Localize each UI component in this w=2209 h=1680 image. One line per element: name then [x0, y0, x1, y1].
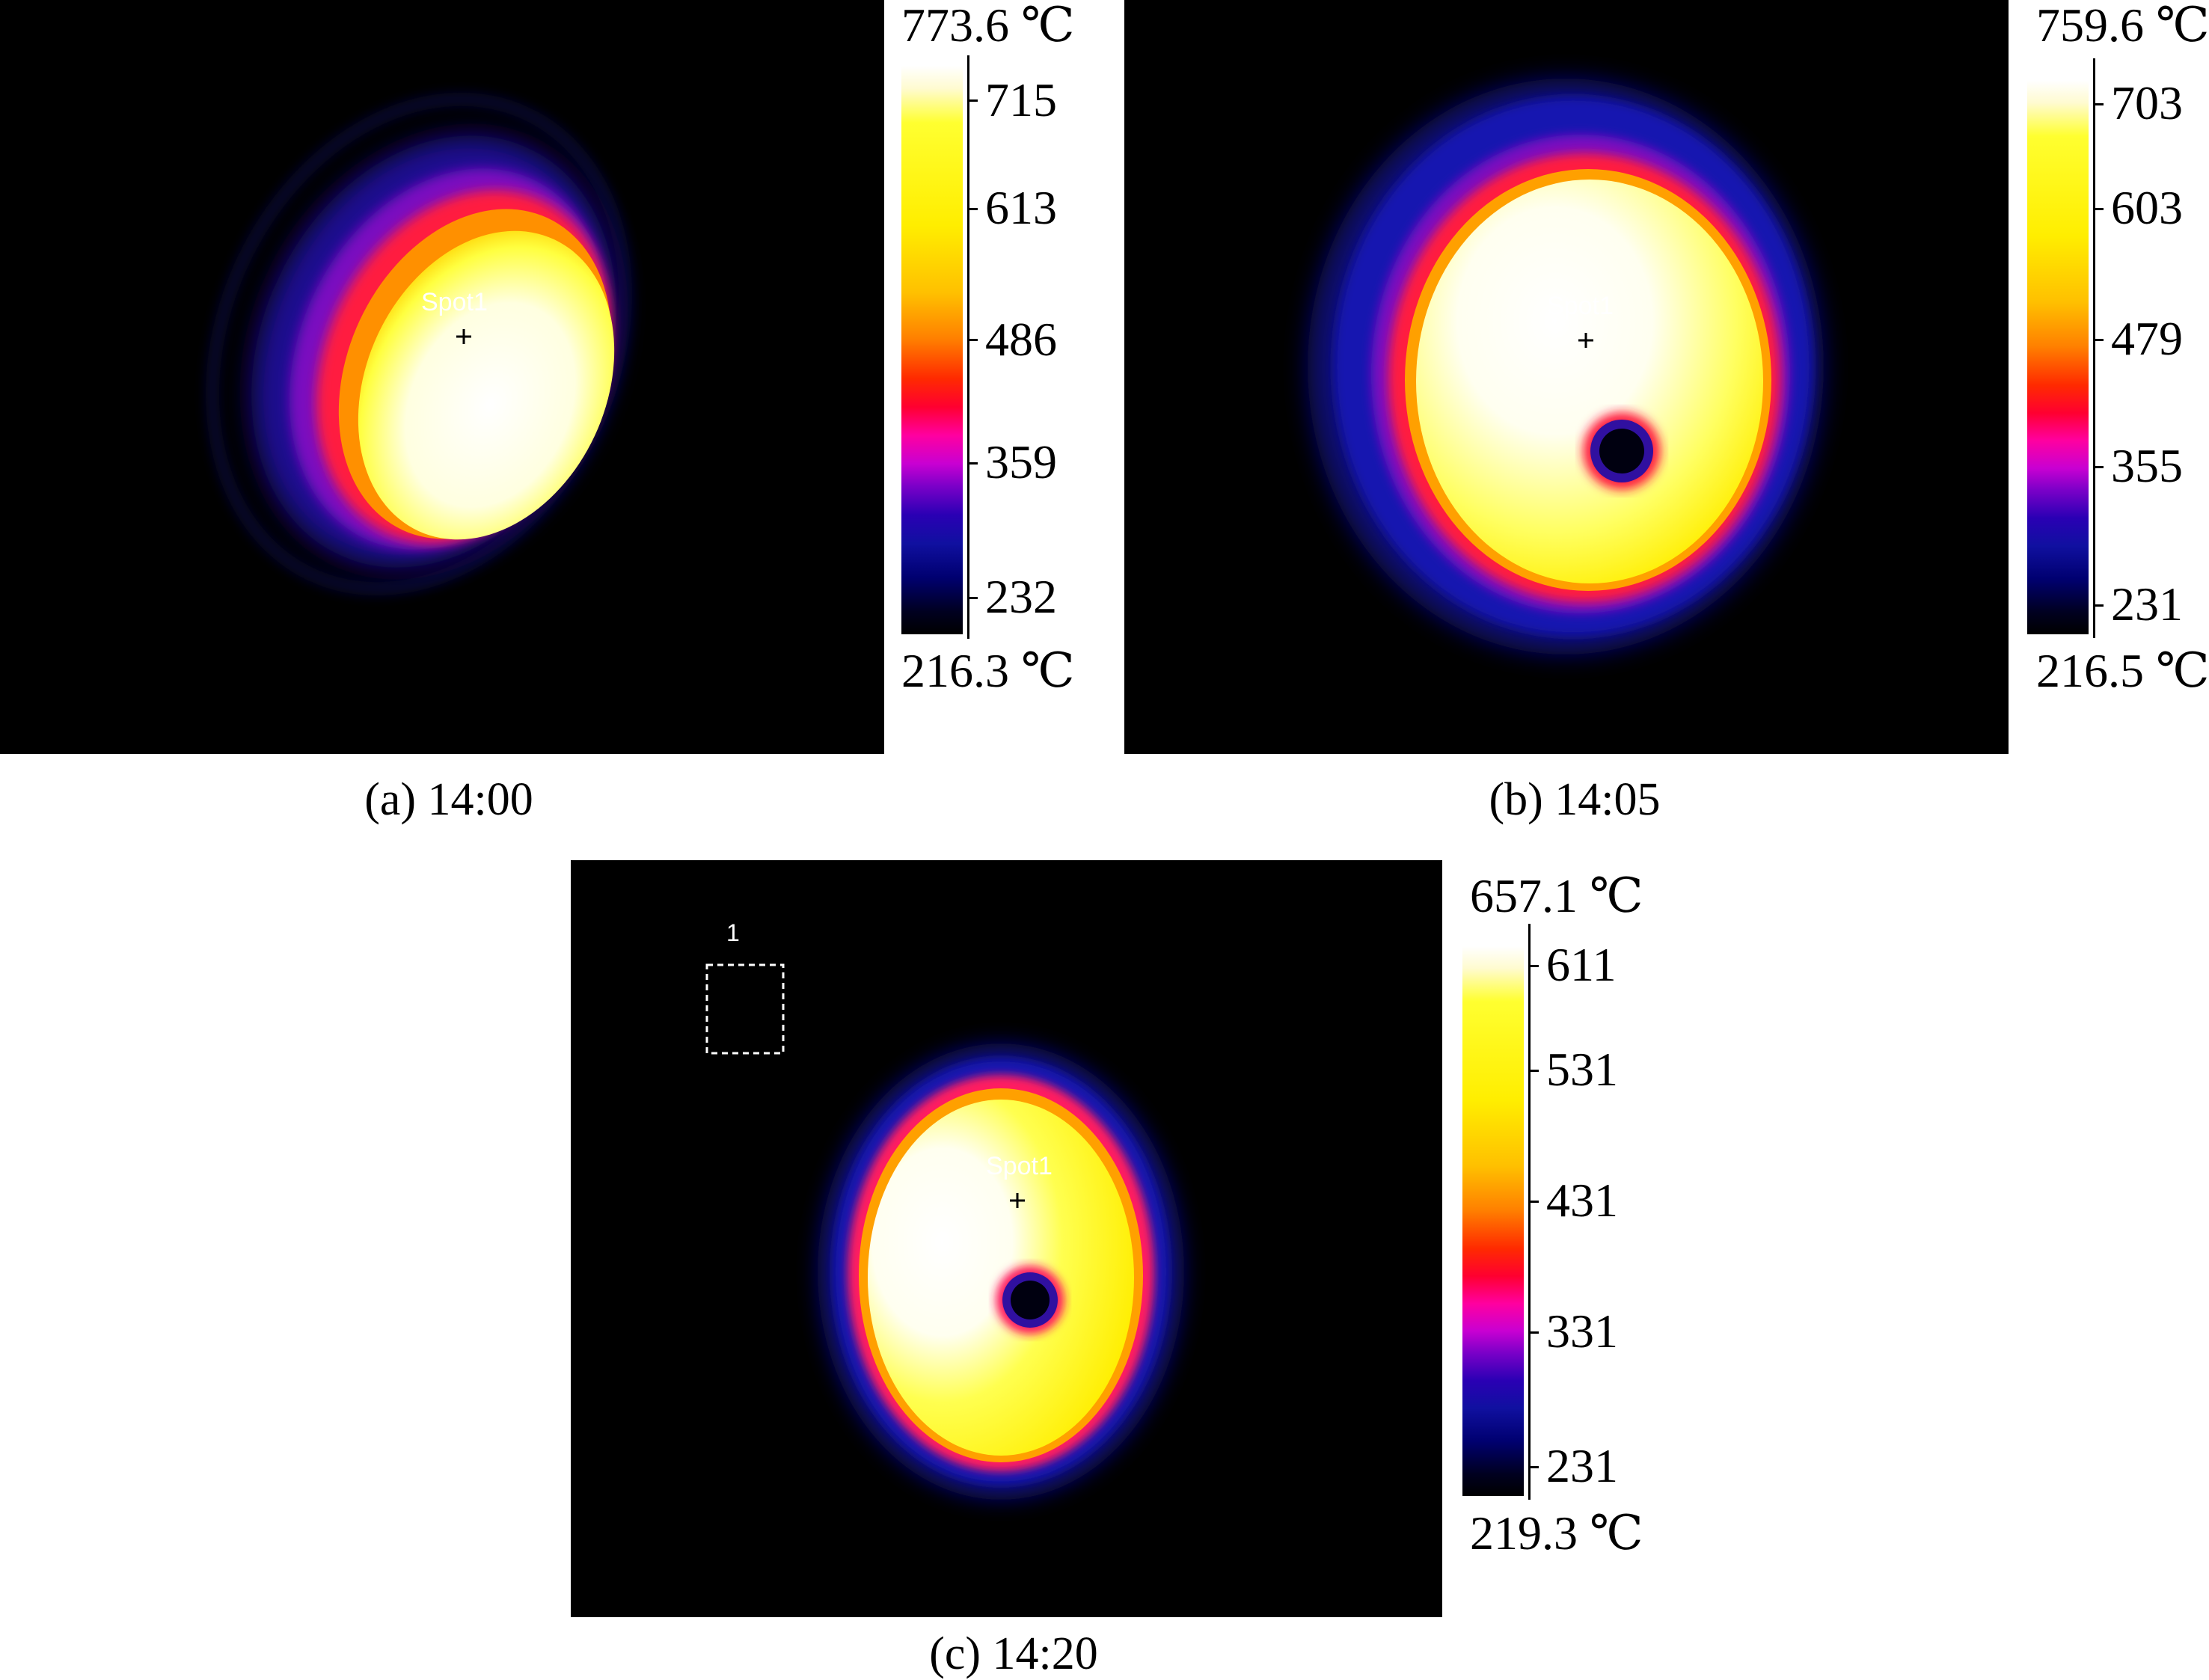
scale-tick-c-4: 331 — [1546, 1305, 1618, 1358]
scale-max-label-c: 657.1 ℃ — [1470, 869, 1643, 922]
spot1-label-a: Spot1 — [421, 288, 488, 316]
thermal-image-a: Spot1 — [0, 0, 884, 754]
cold-spot-b — [1583, 412, 1661, 490]
thermal-scene-c: 1 Spot1 — [705, 919, 1184, 1500]
scale-min-label-c: 219.3 ℃ — [1470, 1506, 1643, 1560]
scale-tick-c-5: 231 — [1546, 1439, 1618, 1492]
scale-tick-c-2: 531 — [1546, 1043, 1618, 1096]
spot1-marker-b: Spot1 — [1547, 292, 1614, 348]
scale-tick-b-3: 479 — [2111, 312, 2183, 365]
roi-box-1: 1 — [705, 919, 785, 1055]
scale-tick-a-4: 359 — [985, 435, 1057, 488]
scale-tick-a-3: 486 — [985, 313, 1057, 366]
scale-tick-c-1: 611 — [1546, 938, 1617, 991]
scale-tick-a-5: 232 — [985, 570, 1057, 623]
scale-max-label-b: 759.6 ℃ — [2036, 0, 2209, 52]
spot1-label-c: Spot1 — [986, 1152, 1053, 1180]
scale-min-label-b: 216.5 ℃ — [2036, 644, 2209, 697]
thermal-scene-b: Spot1 — [1308, 79, 1824, 654]
caption-b: (b) 14:05 — [1489, 774, 1661, 825]
caption-a: (a) 14:00 — [364, 774, 533, 825]
thermal-image-b: Spot1 — [1124, 0, 2009, 754]
scale-min-label-a: 216.3 ℃ — [901, 644, 1075, 697]
scale-tick-a-1: 715 — [985, 73, 1057, 126]
scale-tick-b-2: 603 — [2111, 181, 2183, 234]
spot1-label-b: Spot1 — [1547, 292, 1614, 320]
roi-label-1: 1 — [726, 919, 740, 946]
spot1-marker-c: Spot1 — [986, 1152, 1053, 1208]
scale-tick-b-1: 703 — [2111, 76, 2183, 129]
scale-tick-b-5: 231 — [2111, 577, 2183, 631]
caption-c: (c) 14:20 — [929, 1628, 1098, 1679]
scale-tick-a-2: 613 — [985, 181, 1057, 234]
scale-max-label-a: 773.6 ℃ — [901, 0, 1075, 52]
thermal-image-c: 1 Spot1 — [571, 860, 1442, 1617]
scale-tick-c-3: 431 — [1546, 1174, 1618, 1227]
scale-tick-b-4: 355 — [2111, 439, 2183, 492]
cold-spot-c — [996, 1266, 1064, 1334]
spot1-marker-a: Spot1 — [421, 288, 488, 344]
thermal-scene-a: Spot1 — [206, 92, 632, 596]
